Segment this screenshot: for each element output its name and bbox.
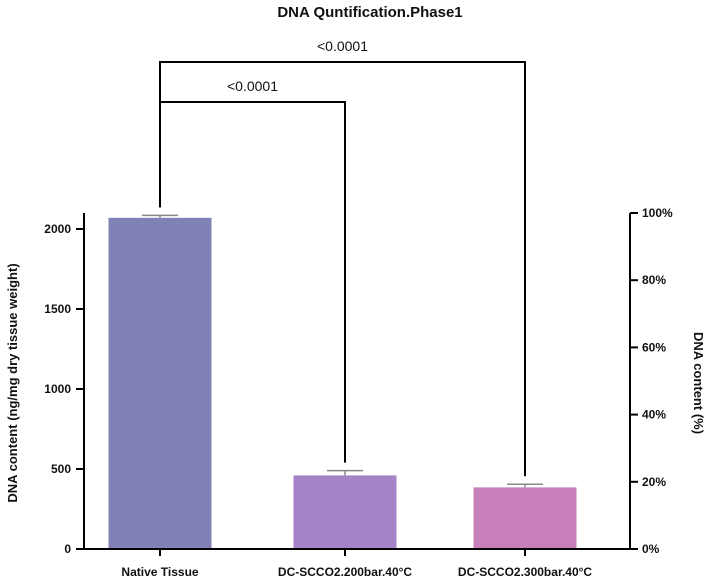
y2-tick-label-60: 60% <box>642 340 666 354</box>
y-tick-label-0: 0 <box>64 542 71 556</box>
y2-tick-label-80: 80% <box>642 273 666 287</box>
chart-title: DNA Quntification.Phase1 <box>277 4 462 21</box>
significance-label-1: <0.0001 <box>227 78 278 94</box>
x-tick-label-1: Native Tissue <box>121 565 198 579</box>
significance-label-2: <0.0001 <box>317 38 368 54</box>
bar-2 <box>293 475 397 549</box>
y2-tick-label-20: 20% <box>642 475 666 489</box>
bars-layer <box>108 214 577 550</box>
axes-layer: 0 500 1000 1500 2000 0% 20% 40% 60% 80% 100% Native… <box>44 206 673 579</box>
y2-tick-label-0: 0% <box>642 542 660 556</box>
y-tick-label-2000: 2000 <box>44 222 71 236</box>
bar-1 <box>108 217 212 550</box>
y-tick-label-1000: 1000 <box>44 382 71 396</box>
y2-axis-label: DNA content (%) <box>691 332 706 434</box>
significance-layer: <0.0001 <0.0001 <box>159 38 526 477</box>
x-tick-label-2: DC-SCCO2.200bar.40°C <box>278 565 413 579</box>
y2-tick-label-100: 100% <box>642 206 673 220</box>
y2-tick-label-40: 40% <box>642 408 666 422</box>
y-tick-label-500: 500 <box>51 462 71 476</box>
y-tick-label-1500: 1500 <box>44 302 71 316</box>
bar-3 <box>473 487 577 549</box>
x-tick-label-3: DC-SCCO2.300bar.40°C <box>458 565 593 579</box>
significance-bracket-2 <box>159 61 526 477</box>
y-axis-label: DNA content (ng/mg dry tissue weight) <box>5 263 20 502</box>
